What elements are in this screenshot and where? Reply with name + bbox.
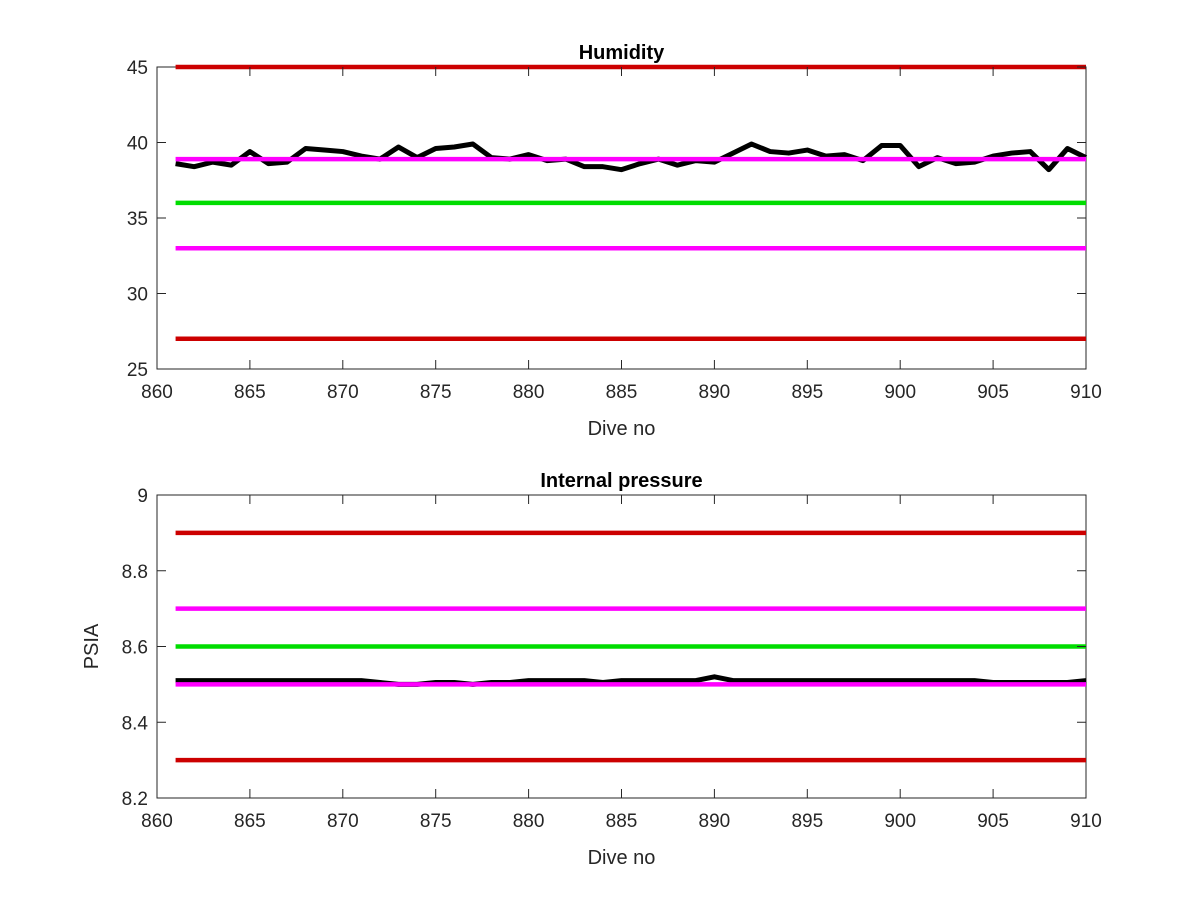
humidity-x-tick-label: 885 <box>606 382 638 403</box>
humidity-x-tick-label: 860 <box>141 382 173 403</box>
internal-pressure-x-tick-label: 905 <box>977 811 1009 832</box>
humidity-y-tick-label: 25 <box>127 360 148 381</box>
internal-pressure-y-tick-label: 8.4 <box>122 713 149 734</box>
internal-pressure-y-tick-label: 9 <box>137 486 148 507</box>
internal-pressure-y-tick-label: 8.2 <box>122 789 148 810</box>
humidity-x-tick-label: 900 <box>884 382 916 403</box>
internal-pressure-x-tick-label: 870 <box>327 811 359 832</box>
humidity-y-tick-label: 45 <box>127 58 148 79</box>
humidity-x-tick-label: 870 <box>327 382 359 403</box>
internal-pressure-x-axis-label: Dive no <box>588 847 656 869</box>
internal-pressure-x-tick-label: 895 <box>791 811 823 832</box>
internal-pressure-x-tick-label: 875 <box>420 811 452 832</box>
internal-pressure-x-tick-label: 890 <box>699 811 731 832</box>
internal-pressure-x-tick-label: 860 <box>141 811 173 832</box>
internal-pressure-x-tick-label: 885 <box>606 811 638 832</box>
humidity-x-tick-label: 895 <box>791 382 823 403</box>
internal-pressure-y-tick-label: 8.8 <box>122 562 148 583</box>
humidity-y-tick-label: 35 <box>127 209 148 230</box>
internal-pressure-x-tick-label: 900 <box>884 811 916 832</box>
humidity-panel: 860 865 870 875 880 885 890 895 900 905 910 25 30 35 4… <box>127 42 1102 440</box>
internal-pressure-panel: 860 865 870 875 880 885 890 895 900 905 910 8.2 8.4 8… <box>81 470 1102 869</box>
humidity-chart-title: Humidity <box>579 42 665 64</box>
humidity-x-tick-label: 880 <box>513 382 545 403</box>
internal-pressure-chart-title: Internal pressure <box>540 470 702 492</box>
internal-pressure-x-tick-label: 865 <box>234 811 266 832</box>
internal-pressure-x-tick-label: 910 <box>1070 811 1102 832</box>
humidity-x-tick-label: 890 <box>699 382 731 403</box>
humidity-x-tick-label: 875 <box>420 382 452 403</box>
internal-pressure-series-line-0 <box>175 674 1087 687</box>
internal-pressure-x-tick-label: 880 <box>513 811 545 832</box>
humidity-x-tick-label: 910 <box>1070 382 1102 403</box>
humidity-axes-box <box>156 66 1087 370</box>
humidity-x-axis-label: Dive no <box>588 418 656 440</box>
humidity-x-tick-label: 905 <box>977 382 1009 403</box>
humidity-y-tick-label: 40 <box>127 134 148 155</box>
internal-pressure-y-axis-label: PSIA <box>81 623 103 669</box>
internal-pressure-y-tick-label: 8.6 <box>122 638 148 659</box>
humidity-x-tick-label: 865 <box>234 382 266 403</box>
humidity-y-tick-label: 30 <box>127 285 148 306</box>
